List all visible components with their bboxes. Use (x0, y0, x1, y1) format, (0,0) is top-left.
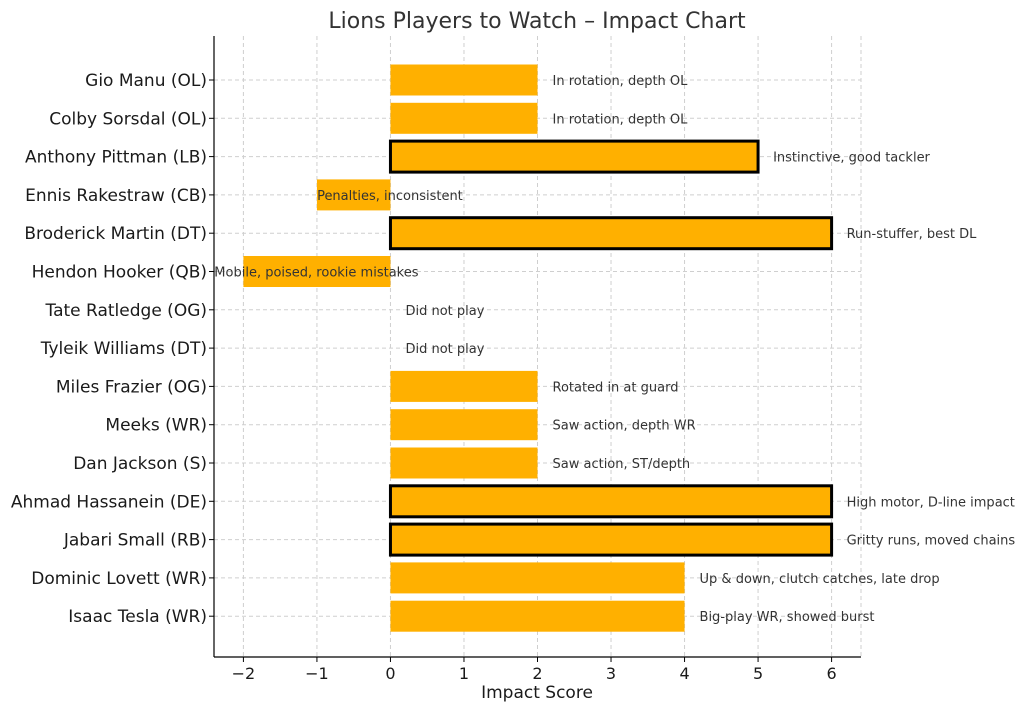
bar-annotation: Saw action, ST/depth (553, 457, 691, 472)
y-tick-label: Tate Ratledge (OG) (45, 301, 207, 321)
bars (243, 64, 834, 632)
bar-ahmad-hassanein-de (388, 484, 834, 519)
bar-annotation: Did not play (405, 342, 484, 357)
bar-annotation: Run-stuffer, best DL (847, 227, 978, 242)
y-tick-label: Dominic Lovett (WR) (31, 569, 207, 589)
y-tick-label: Dan Jackson (S) (73, 454, 207, 474)
bar-dan-jackson-s (390, 447, 538, 479)
bar-annotation: High motor, D-line impact (847, 495, 1015, 510)
bar-ennis-rakestraw-cb (316, 179, 391, 211)
bar-colby-sorsdal-ol (390, 102, 538, 134)
bar-annotation: Instinctive, good tackler (773, 151, 930, 166)
x-tick-label: 3 (606, 664, 616, 683)
y-tick-label: Ennis Rakestraw (CB) (25, 186, 207, 206)
bar-miles-frazier-og (390, 370, 538, 402)
bar-meeks-wr (390, 409, 538, 441)
bar-annotation: In rotation, depth OL (553, 112, 689, 127)
y-tick-label: Tyleik Williams (DT) (40, 339, 207, 359)
y-tick-label: Isaac Tesla (WR) (68, 607, 207, 627)
bar-annotation: Saw action, depth WR (553, 419, 696, 434)
bar-isaac-tesla-wr (390, 600, 685, 632)
y-tick-label: Meeks (WR) (105, 416, 207, 436)
y-tick-label: Ahmad Hassanein (DE) (11, 492, 207, 512)
x-tick-label: 0 (385, 664, 395, 683)
bar-annotation: Mobile, poised, rookie mistakes (214, 266, 418, 281)
x-tick-label: 2 (532, 664, 542, 683)
bar-anthony-pittman-lb (388, 139, 760, 174)
x-tick-label: 6 (826, 664, 836, 683)
y-tick-label: Colby Sorsdal (OL) (49, 109, 207, 129)
bar-annotation: In rotation, depth OL (553, 74, 689, 89)
x-axis-label: Impact Score (481, 683, 593, 703)
x-axis-tick-labels: −2 −1 0 1 2 3 4 5 6 (232, 657, 837, 683)
bar-annotation: Rotated in at guard (553, 380, 679, 395)
y-tick-label: Jabari Small (RB) (63, 531, 207, 551)
bar-annotation: Big-play WR, showed burst (700, 610, 875, 625)
y-tick-label: Anthony Pittman (LB) (25, 148, 207, 168)
bar-hendon-hooker-qb (243, 256, 391, 287)
bar-gio-manu-ol (390, 64, 538, 96)
chart-title: Lions Players to Watch – Impact Chart (328, 9, 746, 34)
x-tick-label: 5 (753, 664, 763, 683)
y-tick-label: Gio Manu (OL) (85, 71, 207, 91)
bar-annotation: Gritty runs, moved chains (847, 534, 1016, 549)
bar-annotation: Up & down, clutch catches, late drop (700, 572, 940, 587)
bar-dominic-lovett-wr (390, 562, 685, 594)
bar-annotations: In rotation, depth OL In rotation, depth … (214, 74, 1015, 625)
bar-annotation: Did not play (405, 304, 484, 319)
y-tick-label: Hendon Hooker (QB) (32, 263, 207, 283)
x-tick-label: 4 (679, 664, 689, 683)
bar-jabari-small-rb (388, 522, 834, 557)
y-axis-tick-labels: Gio Manu (OL) Colby Sorsdal (OL) Anthony P… (11, 71, 214, 627)
x-tick-label: 1 (459, 664, 469, 683)
y-tick-label: Broderick Martin (DT) (24, 224, 207, 244)
bar-broderick-martin-dt (388, 216, 834, 251)
bar-annotation: Penalties, inconsistent (317, 189, 463, 204)
y-tick-label: Miles Frazier (OG) (56, 377, 207, 397)
x-tick-label: −1 (305, 664, 329, 683)
x-tick-label: −2 (232, 664, 256, 683)
